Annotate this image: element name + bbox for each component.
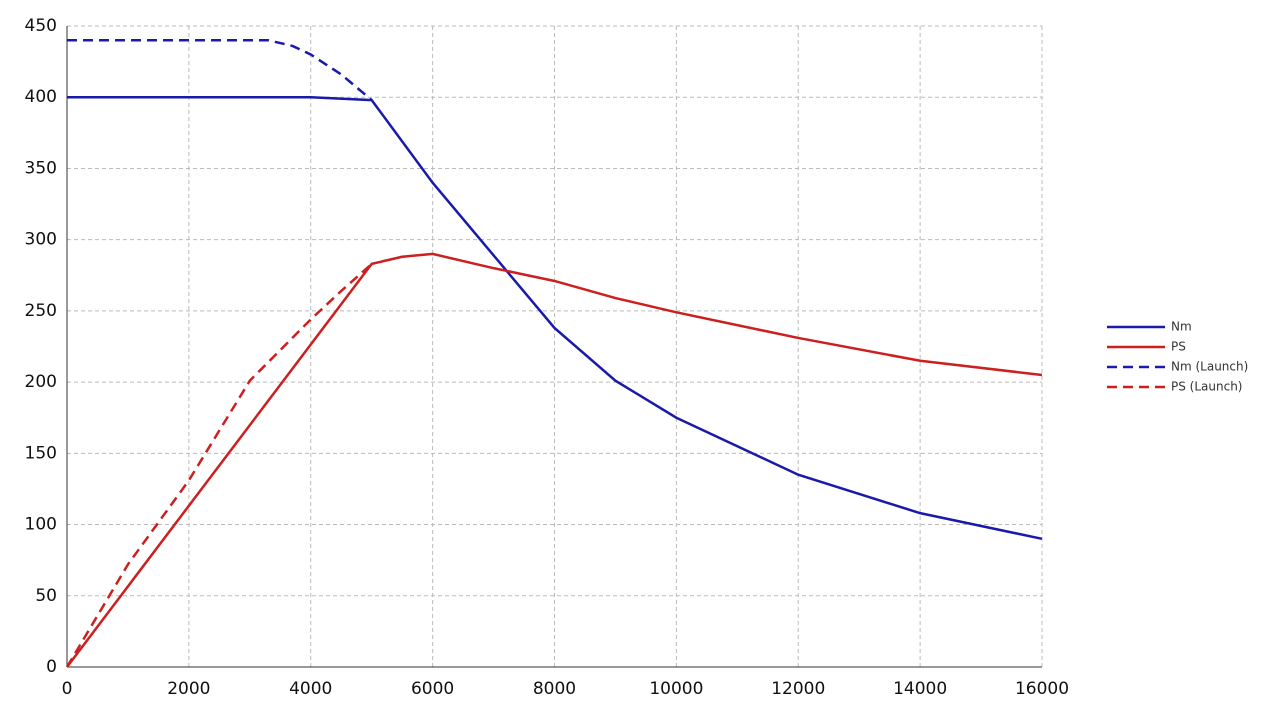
series-line (65, 262, 373, 668)
x-tick-label: 2000 (167, 679, 210, 699)
y-tick-label: 450 (25, 16, 57, 36)
y-tick-label: 250 (25, 301, 57, 321)
x-tick-label: 16000 (1015, 679, 1069, 699)
x-tick-label: 14000 (893, 679, 947, 699)
x-tick-label: 0 (62, 679, 73, 699)
y-tick-label: 300 (25, 230, 57, 250)
y-tick-label: 50 (35, 586, 57, 606)
x-tick-label: 12000 (771, 679, 825, 699)
series-line (67, 95, 1043, 541)
y-tick-label: 350 (25, 158, 57, 178)
x-tick-label: 8000 (533, 679, 576, 699)
y-tick-label: 400 (25, 87, 57, 107)
legend-label: PS (Launch) (1171, 380, 1242, 394)
series-line (66, 252, 1043, 668)
y-tick-label: 100 (25, 515, 57, 535)
x-tick-label: 6000 (411, 679, 454, 699)
x-tick-label: 10000 (649, 679, 703, 699)
y-tick-label: 200 (25, 372, 57, 392)
legend-label: PS (1171, 340, 1186, 354)
legend-label: Nm (1171, 320, 1192, 334)
legend-label: Nm (Launch) (1171, 360, 1248, 374)
x-tick-label: 4000 (289, 679, 332, 699)
y-tick-label: 0 (46, 657, 57, 677)
y-tick-label: 150 (25, 443, 57, 463)
series-line (67, 38, 373, 102)
